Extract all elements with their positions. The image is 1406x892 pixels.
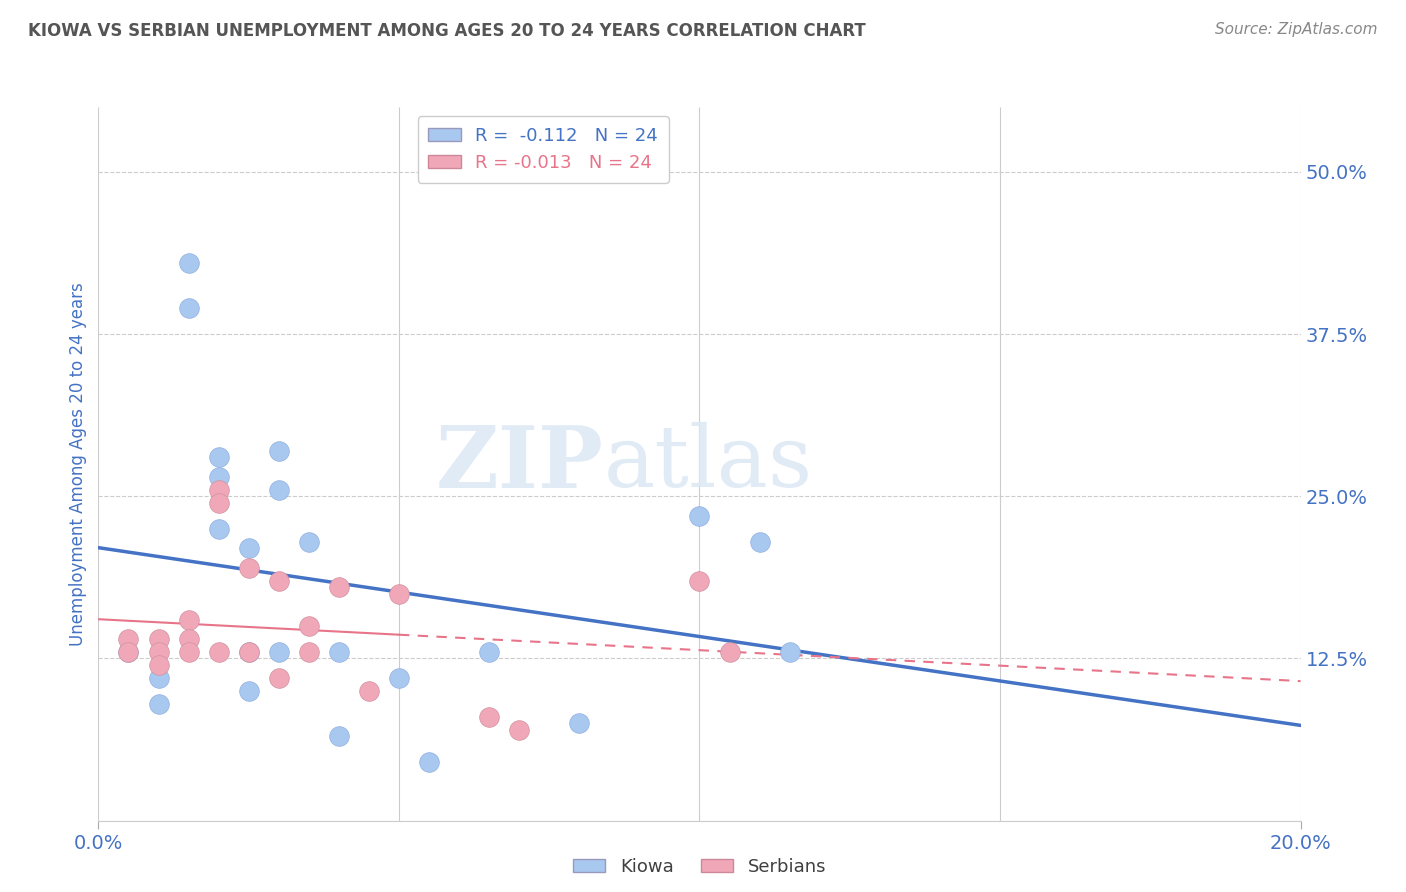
Point	[418, 756, 440, 770]
Text: Source: ZipAtlas.com: Source: ZipAtlas.com	[1215, 22, 1378, 37]
Point	[388, 671, 411, 685]
Point	[238, 645, 260, 659]
Point	[177, 301, 200, 315]
Point	[388, 586, 411, 600]
Point	[208, 470, 231, 484]
Point	[238, 541, 260, 556]
Point	[177, 613, 200, 627]
Point	[238, 645, 260, 659]
Point	[478, 645, 501, 659]
Point	[357, 684, 380, 698]
Point	[208, 645, 231, 659]
Point	[208, 496, 231, 510]
Point	[328, 645, 350, 659]
Point	[238, 560, 260, 574]
Point	[267, 483, 290, 497]
Point	[328, 729, 350, 743]
Point	[208, 483, 231, 497]
Point	[117, 645, 139, 659]
Point	[267, 645, 290, 659]
Point	[508, 723, 530, 737]
Point	[298, 645, 321, 659]
Point	[148, 645, 170, 659]
Point	[208, 450, 231, 465]
Point	[117, 632, 139, 646]
Point	[148, 697, 170, 711]
Point	[328, 580, 350, 594]
Point	[267, 443, 290, 458]
Point	[478, 710, 501, 724]
Point	[689, 508, 711, 523]
Point	[208, 522, 231, 536]
Point	[568, 716, 591, 731]
Point	[238, 684, 260, 698]
Point	[779, 645, 801, 659]
Legend: Kiowa, Serbians: Kiowa, Serbians	[565, 851, 834, 883]
Point	[177, 645, 200, 659]
Point	[267, 574, 290, 588]
Text: atlas: atlas	[603, 422, 813, 506]
Point	[148, 657, 170, 672]
Point	[748, 534, 770, 549]
Point	[267, 671, 290, 685]
Point	[177, 632, 200, 646]
Point	[298, 619, 321, 633]
Text: ZIP: ZIP	[436, 422, 603, 506]
Text: KIOWA VS SERBIAN UNEMPLOYMENT AMONG AGES 20 TO 24 YEARS CORRELATION CHART: KIOWA VS SERBIAN UNEMPLOYMENT AMONG AGES…	[28, 22, 866, 40]
Point	[689, 574, 711, 588]
Point	[117, 645, 139, 659]
Point	[298, 534, 321, 549]
Point	[148, 632, 170, 646]
Point	[177, 256, 200, 270]
Point	[718, 645, 741, 659]
Point	[148, 671, 170, 685]
Y-axis label: Unemployment Among Ages 20 to 24 years: Unemployment Among Ages 20 to 24 years	[69, 282, 87, 646]
